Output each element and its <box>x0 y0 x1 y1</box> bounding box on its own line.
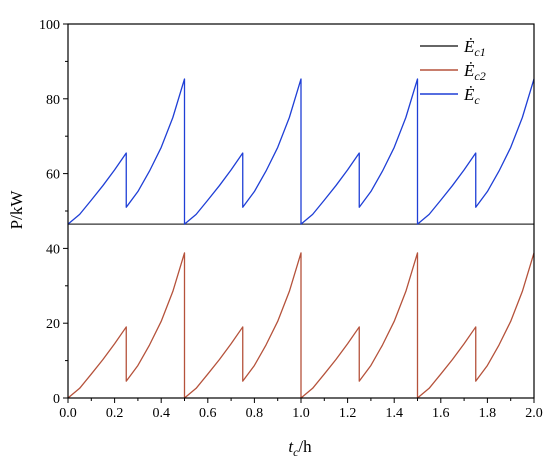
legend-label-1: Ėc2 <box>463 61 486 83</box>
x-tick-label: 1.6 <box>432 406 450 421</box>
series-line-2 <box>67 78 535 225</box>
x-axis-title-main: t <box>288 437 294 456</box>
x-tick-label: 0.2 <box>106 406 124 421</box>
y-tick-label: 0 <box>53 392 60 407</box>
x-tick-label: 0.0 <box>59 406 77 421</box>
x-tick-label: 1.8 <box>479 406 497 421</box>
x-tick-label: 2.0 <box>525 406 543 421</box>
y-tick-label: 80 <box>46 93 60 108</box>
legend-label-0: Ėc1 <box>463 37 486 59</box>
series-line-1 <box>67 252 535 399</box>
x-tick-label: 0.4 <box>152 406 170 421</box>
y-tick-label: 60 <box>46 168 60 183</box>
x-axis-title-sub: c <box>293 445 299 459</box>
x-tick-label: 1.2 <box>339 406 357 421</box>
y-tick-label: 100 <box>39 18 60 33</box>
x-tick-label: 0.8 <box>246 406 264 421</box>
x-axis-title-rest: /h <box>298 437 312 456</box>
x-tick-label: 1.4 <box>385 406 403 421</box>
series-layer <box>67 78 535 399</box>
x-tick-label: 0.6 <box>199 406 217 421</box>
axes-layer: 0.0 0.2 0.4 0.6 0.8 1.0 1.2 1.4 1.6 1.8 2.0 0 20 40 60… <box>39 18 543 421</box>
y-tick-label: 20 <box>46 317 60 332</box>
x-axis-title: tc/h <box>288 437 312 459</box>
legend-label-2: Ėc <box>463 85 480 107</box>
y-axis-title: P/kW <box>7 190 26 230</box>
x-tick-label: 1.0 <box>292 406 310 421</box>
y-tick-label: 40 <box>46 242 60 257</box>
